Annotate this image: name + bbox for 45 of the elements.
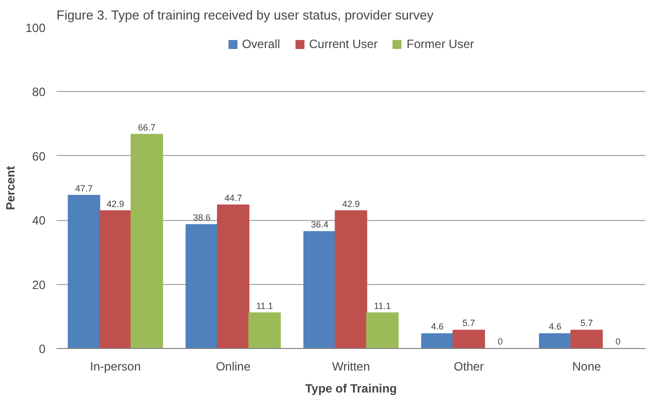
data-label: 4.6	[548, 322, 562, 332]
y-tick-label: 40	[32, 214, 46, 228]
data-label: 5.7	[580, 318, 593, 328]
data-label: 11.1	[374, 300, 391, 311]
y-tick-label: 60	[32, 149, 46, 164]
y-axis-title: Percent	[3, 166, 18, 210]
data-label: 47.7	[75, 183, 93, 194]
bar	[452, 330, 486, 348]
x-axis-title: Type of Training	[305, 382, 397, 396]
bar	[303, 231, 336, 348]
bar	[570, 330, 603, 348]
data-label: 38.6	[193, 212, 211, 223]
y-tick-label: 20	[32, 278, 46, 292]
data-label: 36.4	[310, 220, 328, 230]
data-label: 42.9	[106, 198, 124, 209]
bar	[421, 333, 454, 348]
x-tick-label: Written	[332, 360, 370, 374]
x-tick-label: In-person	[90, 360, 141, 374]
data-label: 11.1	[256, 300, 274, 311]
data-label: 66.7	[138, 122, 156, 132]
legend-label: Overall	[242, 37, 280, 51]
y-tick-label: 100	[25, 21, 46, 35]
data-label: 4.6	[431, 322, 444, 332]
bar	[68, 194, 100, 348]
y-tick-label: 80	[32, 85, 46, 100]
legend-label: Former User	[406, 37, 474, 51]
bar	[248, 312, 281, 348]
data-label: 0	[616, 336, 621, 346]
x-tick-label: Online	[216, 360, 251, 374]
bar	[130, 134, 164, 348]
bar	[99, 210, 132, 348]
chart-title: Figure 3. Type of training received by user status, provider survey	[56, 8, 434, 22]
bar	[216, 204, 250, 348]
data-label: 0	[498, 336, 503, 346]
bar	[366, 312, 399, 348]
data-label: 5.7	[462, 318, 476, 328]
data-label: 44.7	[224, 193, 242, 204]
legend-label: Current User	[308, 37, 378, 51]
bar	[538, 333, 572, 348]
y-tick-label: 0	[38, 342, 46, 356]
bar	[186, 224, 218, 348]
bar	[334, 210, 368, 348]
data-label: 42.9	[342, 198, 360, 209]
x-tick-label: None	[572, 360, 602, 374]
x-tick-label: Other	[454, 360, 484, 374]
